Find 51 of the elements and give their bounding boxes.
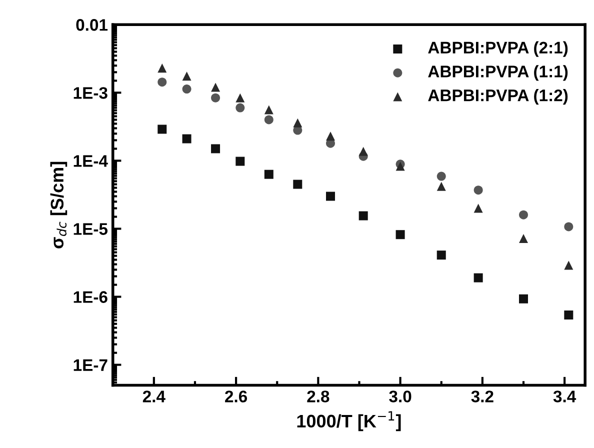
x-tick-label: 2.4 <box>142 390 166 402</box>
point <box>564 222 574 232</box>
point <box>211 93 220 102</box>
point <box>518 294 528 304</box>
y-tick-label: 1E-3 <box>74 87 108 99</box>
y-tick-label: 1E-4 <box>74 155 108 167</box>
point <box>211 144 220 154</box>
x-axis-title: 1000/T [K$^{−1}$] <box>297 411 401 432</box>
x-tick-label: 3.4 <box>553 390 576 402</box>
point <box>436 250 446 260</box>
point <box>396 230 405 240</box>
point <box>264 115 274 124</box>
point <box>436 182 446 191</box>
point <box>358 146 368 156</box>
point <box>518 210 528 220</box>
x-tick-label: 3.0 <box>389 390 412 402</box>
point <box>326 192 335 201</box>
point <box>474 186 483 195</box>
y-axis-title: σ$_{dc}$ [S/cm] <box>50 162 68 248</box>
point <box>474 204 483 213</box>
point <box>293 180 302 189</box>
point <box>436 172 446 181</box>
point <box>182 72 192 81</box>
point <box>564 260 574 270</box>
point <box>236 93 245 102</box>
point <box>293 118 302 128</box>
point <box>182 84 192 94</box>
point <box>264 105 274 114</box>
legend-label: ABPBI:PVPA (1:2) <box>428 89 568 105</box>
legend-label: ABPBI:PVPA (1:1) <box>428 65 568 81</box>
point <box>326 132 335 141</box>
point <box>158 78 167 87</box>
point <box>182 134 192 144</box>
point <box>358 211 368 220</box>
point <box>564 310 574 320</box>
x-tick-label: 3.2 <box>471 390 494 402</box>
y-tick-label: 1E-7 <box>74 359 108 371</box>
y-tick-label: 0.01 <box>76 19 108 31</box>
point <box>158 124 167 134</box>
point <box>264 170 274 179</box>
x-tick-label: 2.6 <box>225 390 248 402</box>
point <box>158 64 167 73</box>
point <box>236 156 245 166</box>
point <box>518 234 528 243</box>
point <box>211 82 220 92</box>
y-tick-label: 1E-5 <box>74 223 108 235</box>
point <box>474 273 483 282</box>
point <box>236 103 245 112</box>
legend-label: ABPBI:PVPA (2:1) <box>428 41 568 57</box>
y-tick-label: 1E-6 <box>74 291 108 303</box>
x-tick-label: 2.8 <box>307 390 330 402</box>
